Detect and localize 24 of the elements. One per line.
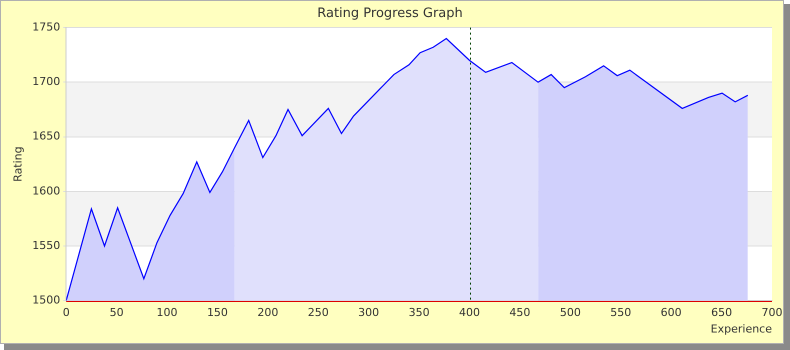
x-tick-label: 500 bbox=[560, 306, 581, 320]
x-tick-label: 400 bbox=[459, 306, 480, 320]
y-tick-label: 1550 bbox=[32, 238, 60, 252]
x-tick-label: 600 bbox=[660, 306, 682, 320]
x-tick-label: 250 bbox=[308, 306, 329, 320]
x-tick-label: 550 bbox=[610, 306, 632, 320]
x-tick-label: 450 bbox=[509, 306, 530, 320]
y-tick-label: 1650 bbox=[32, 130, 60, 143]
y-tick-label: 1700 bbox=[32, 75, 60, 88]
y-tick-label: 1750 bbox=[32, 20, 60, 34]
x-tick-label: 300 bbox=[358, 306, 380, 320]
x-tick-label: 200 bbox=[257, 306, 278, 320]
x-tick-label: 700 bbox=[762, 306, 782, 320]
chart-title: Rating Progress Graph bbox=[317, 6, 463, 22]
x-tick-label: 150 bbox=[206, 306, 228, 320]
x-tick-label: 50 bbox=[110, 306, 124, 320]
y-axis-title: Rating bbox=[11, 146, 24, 182]
x-axis-title: Experience bbox=[710, 322, 772, 336]
y-tick-label: 1600 bbox=[32, 184, 60, 198]
x-tick-label: 350 bbox=[408, 306, 430, 320]
x-tick-label: 100 bbox=[156, 306, 178, 320]
y-tick-label: 1500 bbox=[32, 293, 60, 306]
x-tick-label: 0 bbox=[62, 306, 70, 320]
x-tick-label: 650 bbox=[711, 306, 732, 320]
